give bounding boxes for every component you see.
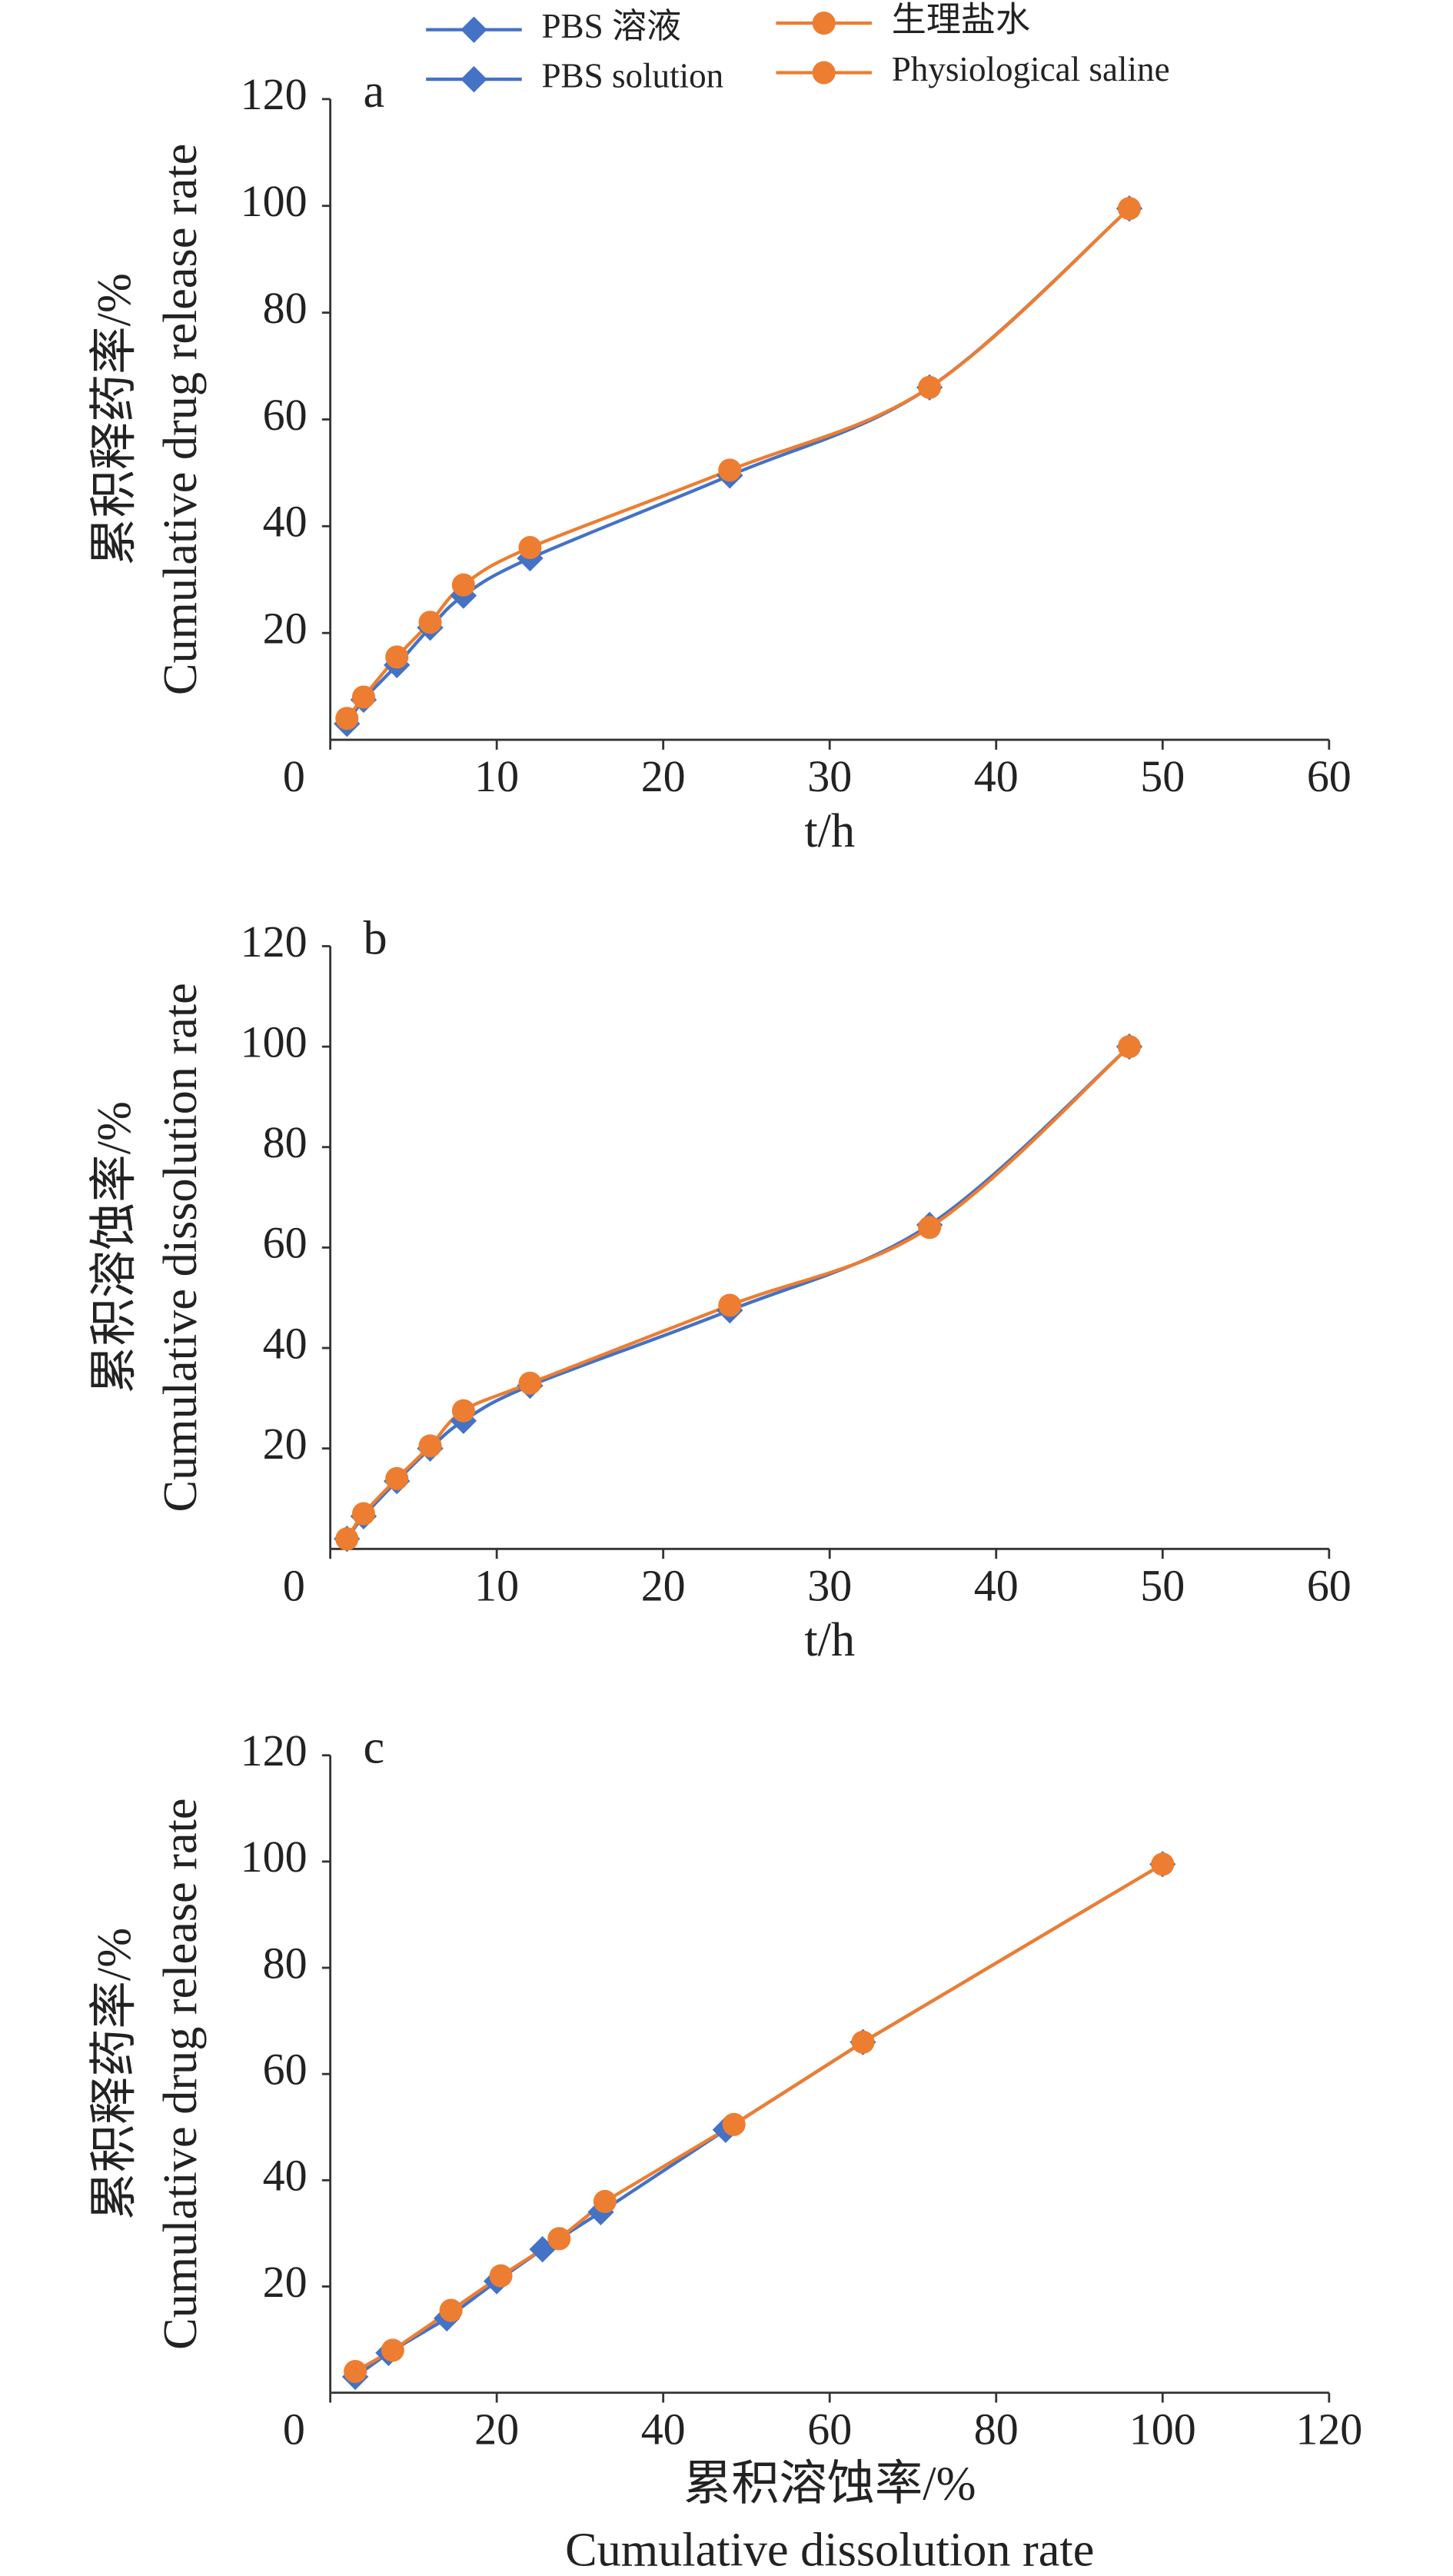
data-point [489,2264,513,2288]
legend-marker [812,61,836,85]
x-axis-label: Cumulative dissolution rate [565,2524,1094,2576]
data-point [439,2298,463,2322]
panel-label: b [364,912,387,964]
y-tick-label: 100 [241,1017,308,1067]
x-tick-label: 20 [474,2405,519,2455]
y-axis-label: 累积溶蚀率/% [88,1101,141,1393]
x-tick-label: 60 [1307,1560,1352,1610]
y-tick-label: 40 [263,1318,308,1368]
data-point [381,2338,404,2362]
x-tick-label: 80 [974,2405,1019,2455]
y-tick-label: 120 [241,1726,308,1776]
data-point [351,685,375,709]
data-point [851,2030,875,2054]
x-tick-label: 40 [641,2405,686,2455]
data-point [593,2189,617,2213]
x-tick-label: 50 [1140,1560,1185,1610]
data-point [418,1434,442,1458]
x-tick-label: 60 [807,2405,852,2455]
x-tick-label: 0 [283,2405,305,2455]
x-tick-label: 10 [474,1560,519,1610]
x-tick-label: 60 [1307,751,1352,801]
panel-label: a [364,65,385,118]
data-point [518,1371,542,1395]
x-tick-label: 10 [474,751,519,801]
y-tick-label: 80 [263,1938,308,1988]
x-tick-label: 0 [283,1560,305,1610]
data-point [722,2112,746,2136]
data-point [918,1216,942,1240]
data-point [718,458,742,482]
data-point [351,1502,375,1526]
y-tick-label: 100 [241,176,308,226]
y-tick-label: 20 [263,1419,308,1469]
y-tick-label: 80 [263,283,308,333]
panel-label: c [364,1722,385,1774]
series-line [354,1862,1164,2378]
x-axis-label: 累积溶蚀率/% [683,2458,976,2510]
y-tick-label: 60 [263,390,308,440]
y-tick-label: 40 [263,2151,308,2201]
x-tick-label: 0 [283,751,305,801]
x-tick-label: 50 [1140,751,1185,801]
x-tick-label: 20 [641,1560,686,1610]
data-point [335,707,359,731]
data-point [518,536,542,560]
y-tick-label: 120 [241,69,308,119]
y-axis-label: Cumulative drug release rate [155,1798,207,2349]
y-tick-label: 40 [263,497,308,547]
x-tick-label: 30 [807,1560,852,1610]
y-tick-label: 100 [241,1832,308,1882]
data-point [418,611,442,634]
data-point [451,573,475,597]
y-axis-label: Cumulative drug release rate [155,144,207,695]
legend-label: 生理盐水 [892,0,1030,38]
y-tick-label: 80 [263,1117,308,1167]
y-tick-label: 20 [263,603,308,653]
series-line [345,1045,1131,1540]
data-point [385,645,409,669]
data-point [1117,1035,1142,1059]
y-axis-label: 累积释药率/% [88,273,141,566]
legend-marker [812,12,836,35]
x-tick-label: 100 [1129,2405,1196,2455]
y-axis-label: Cumulative dissolution rate [155,983,207,1512]
x-axis-label: t/h [804,805,855,857]
y-tick-label: 60 [263,1218,308,1268]
legend-label: Physiological saline [892,50,1170,88]
x-tick-label: 30 [807,751,852,801]
data-point [1117,197,1142,221]
y-tick-label: 20 [263,2257,308,2307]
data-point [918,375,942,399]
x-tick-label: 40 [974,751,1019,801]
legend-marker [461,16,487,43]
y-tick-label: 60 [263,2044,308,2094]
data-point [344,2359,367,2384]
data-point [385,1466,409,1490]
y-tick-label: 120 [241,917,308,967]
series-line [345,1045,1131,1540]
legend-label: PBS solution [541,56,723,95]
legend-label: PBS 溶液 [541,7,681,45]
legend-marker [461,65,487,93]
x-tick-label: 120 [1295,2405,1362,2455]
data-point [451,1399,475,1423]
x-tick-label: 20 [641,751,686,801]
data-point [718,1293,742,1317]
data-point [547,2227,571,2251]
data-point [1151,1852,1175,1876]
y-axis-label: 累积释药率/% [88,1928,141,2221]
x-axis-label: t/h [804,1614,855,1666]
data-point [335,1527,359,1551]
x-tick-label: 40 [974,1560,1019,1610]
